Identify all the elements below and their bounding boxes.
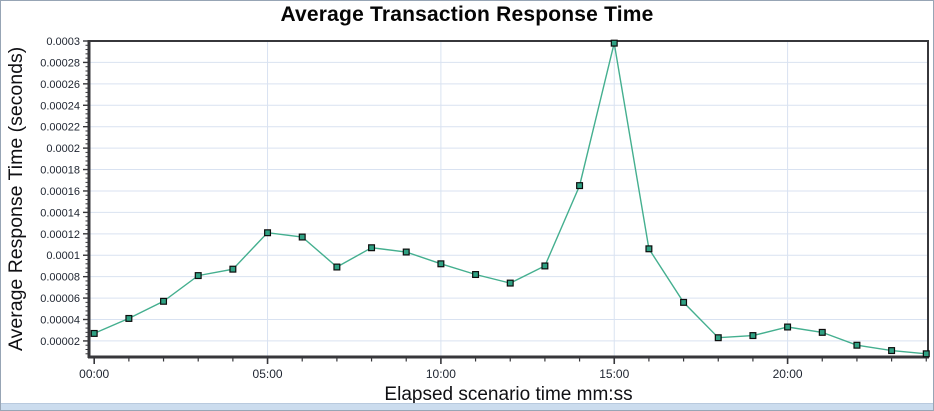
data-point-marker <box>160 297 168 305</box>
data-point-marker <box>645 245 653 253</box>
data-point-marker <box>714 334 722 342</box>
data-point-marker <box>437 260 445 268</box>
y-tick-label: 0.00006 <box>40 293 80 305</box>
y-tick-label: 0.00026 <box>40 79 80 91</box>
data-point-marker <box>194 272 202 280</box>
y-tick-label: 0.00028 <box>40 57 80 69</box>
data-point-marker <box>368 244 376 252</box>
x-tick-label: 10:00 <box>426 367 456 381</box>
data-point-marker <box>333 263 341 271</box>
window-bottom-edge <box>1 403 933 410</box>
y-tick-label: 0.00022 <box>40 122 80 134</box>
data-point-marker <box>264 229 272 237</box>
y-tick-label: 0.00016 <box>40 186 80 198</box>
data-point-marker <box>506 279 514 287</box>
y-tick-label: 0.0003 <box>46 36 80 48</box>
y-tick-label: 0.00002 <box>40 336 80 348</box>
chart-title: Average Transaction Response Time <box>280 3 654 26</box>
data-point-marker <box>298 233 306 241</box>
data-point-marker <box>576 182 584 190</box>
data-point-marker <box>402 248 410 256</box>
y-tick-label: 0.0002 <box>46 143 80 155</box>
x-tick-label: 20:00 <box>773 367 803 381</box>
plot-area <box>89 41 928 357</box>
y-tick-label: 0.00014 <box>40 207 80 219</box>
data-point-marker <box>541 262 549 270</box>
data-point-marker <box>680 298 688 306</box>
x-tick-label: 00:00 <box>79 367 109 381</box>
data-point-marker <box>472 271 480 279</box>
data-point-marker <box>125 314 133 322</box>
y-tick-label: 0.00004 <box>40 315 80 327</box>
x-tick-label: 05:00 <box>253 367 283 381</box>
data-point-marker <box>749 332 757 340</box>
data-point-marker <box>888 347 896 355</box>
data-point-marker <box>90 329 98 337</box>
data-point-marker <box>818 328 826 336</box>
data-point-marker <box>784 323 792 331</box>
data-point-marker <box>229 265 237 273</box>
y-tick-label: 0.00024 <box>40 100 80 112</box>
x-tick-label: 15:00 <box>599 367 629 381</box>
y-tick-label: 0.0001 <box>46 250 80 262</box>
data-point-marker <box>610 39 618 47</box>
y-tick-label: 0.00012 <box>40 229 80 241</box>
data-point-marker <box>853 341 861 349</box>
y-tick-label: 0.00008 <box>40 272 80 284</box>
data-point-marker <box>922 350 930 358</box>
x-axis-label: Elapsed scenario time mm:ss <box>384 384 633 405</box>
y-tick-label: 0.00018 <box>40 165 80 177</box>
